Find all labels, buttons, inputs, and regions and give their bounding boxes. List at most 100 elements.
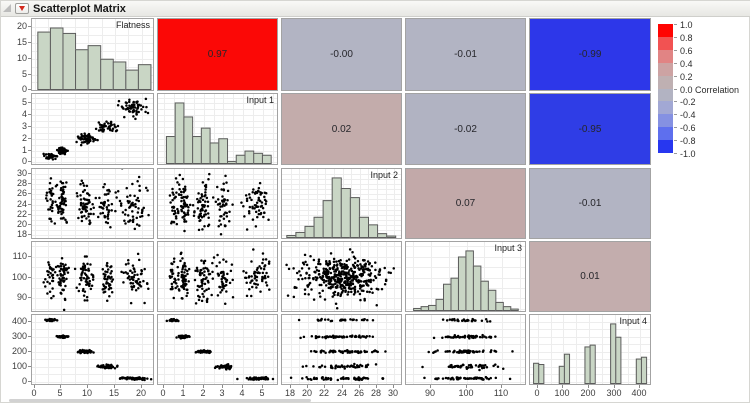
y-tick-label: 400	[11, 316, 27, 326]
x-tick-label: 110	[493, 388, 509, 398]
legend-tick-mark	[674, 50, 677, 51]
x-tick-label: 100	[554, 388, 570, 398]
x-tick-label: 100	[458, 388, 474, 398]
plot-canvas	[158, 242, 277, 311]
red-triangle-menu-icon[interactable]	[15, 3, 29, 14]
scatter-cell-1-0[interactable]	[31, 93, 154, 165]
x-tick-label: 5	[57, 388, 63, 398]
y-tick-label: 0	[21, 84, 27, 94]
x-tick-mark	[60, 385, 61, 388]
y-tick-label: 18	[16, 229, 27, 239]
correlation-cell-2-4[interactable]: -0.01	[529, 168, 651, 239]
plot-canvas	[158, 169, 277, 238]
legend-tick-mark	[674, 37, 677, 38]
histogram-cell-input-1[interactable]: Input 1	[157, 93, 278, 165]
y-tick-label: 300	[11, 331, 27, 341]
scatter-cell-3-1[interactable]	[157, 241, 278, 312]
plot-canvas	[32, 169, 153, 238]
scatter-cell-4-0[interactable]	[31, 314, 154, 385]
y-tick-label: 0	[21, 376, 27, 386]
histogram-cell-input-4[interactable]: Input 4	[529, 314, 651, 385]
plot-canvas	[282, 315, 401, 384]
scatter-cell-2-1[interactable]	[157, 168, 278, 239]
correlation-cell-0-3[interactable]: -0.01	[405, 18, 526, 91]
scatter-cell-3-2[interactable]	[281, 241, 402, 312]
legend-tick-mark	[674, 63, 677, 64]
x-tick-mark	[114, 385, 115, 388]
correlation-cell-2-3[interactable]: 0.07	[405, 168, 526, 239]
y-tick-mark	[28, 150, 31, 151]
y-tick-mark	[28, 173, 31, 174]
legend-tick-mark	[674, 24, 677, 25]
histogram-cell-input-3[interactable]: Input 3	[405, 241, 526, 312]
y-tick-label: 10	[16, 53, 27, 63]
x-tick-mark	[262, 385, 263, 388]
page-title: Scatterplot Matrix	[33, 2, 126, 15]
correlation-value: -0.01	[578, 198, 602, 209]
x-tick-label: 5	[259, 388, 265, 398]
y-tick-mark	[28, 204, 31, 205]
y-tick-mark	[28, 193, 31, 194]
plot-canvas	[406, 315, 525, 384]
x-tick-mark	[376, 385, 377, 388]
x-tick-label: 20	[301, 388, 312, 398]
x-tick-label: 4	[239, 388, 245, 398]
correlation-cell-0-1[interactable]: 0.97	[157, 18, 278, 91]
correlation-value: -0.00	[330, 49, 353, 60]
histogram-cell-input-2[interactable]: Input 2	[281, 168, 402, 239]
x-tick-label: 1	[180, 388, 186, 398]
correlation-cell-1-4[interactable]: -0.95	[529, 93, 651, 165]
red-triangle-glyph	[19, 6, 25, 11]
x-tick-mark	[342, 385, 343, 388]
y-tick-label: 15	[16, 37, 27, 47]
y-tick-label: 24	[16, 199, 27, 209]
y-tick-mark	[28, 336, 31, 337]
y-tick-mark	[28, 224, 31, 225]
scatter-cell-4-3[interactable]	[405, 314, 526, 385]
scatter-cell-2-0[interactable]	[31, 168, 154, 239]
y-tick-label: 28	[16, 178, 27, 188]
x-tick-label: 15	[108, 388, 119, 398]
x-tick-mark	[614, 385, 615, 388]
scatter-cell-4-2[interactable]	[281, 314, 402, 385]
correlation-value: -0.95	[578, 123, 602, 135]
x-tick-label: 28	[370, 388, 381, 398]
scatter-cell-4-1[interactable]	[157, 314, 278, 385]
y-tick-label: 200	[11, 346, 27, 356]
plot-canvas	[158, 94, 277, 164]
x-tick-label: 22	[318, 388, 329, 398]
correlation-cell-3-4[interactable]: 0.01	[529, 241, 651, 312]
variable-label: Input 1	[246, 95, 274, 105]
horizontal-scrollbar[interactable]	[9, 399, 311, 402]
x-tick-label: 0	[160, 388, 166, 398]
x-tick-label: 0	[31, 388, 37, 398]
x-tick-label: 0	[534, 388, 540, 398]
legend-label: 0.2	[680, 72, 693, 82]
x-tick-label: 400	[631, 388, 647, 398]
plot-canvas	[32, 242, 153, 311]
legend-tick-mark	[674, 140, 677, 141]
x-tick-label: 24	[336, 388, 347, 398]
y-tick-mark	[28, 297, 31, 298]
scatter-cell-3-0[interactable]	[31, 241, 154, 312]
legend-label: 1.0	[680, 20, 693, 30]
y-tick-mark	[28, 366, 31, 367]
legend-tick-mark	[674, 127, 677, 128]
correlation-cell-1-2[interactable]: 0.02	[281, 93, 402, 165]
x-tick-mark	[87, 385, 88, 388]
x-tick-mark	[562, 385, 563, 388]
legend-label: -0.8	[680, 136, 696, 146]
outline-expander-icon[interactable]	[3, 4, 11, 12]
correlation-cell-0-4[interactable]: -0.99	[529, 18, 651, 91]
histogram-cell-flatness[interactable]: Flatness	[31, 18, 154, 91]
legend-label: -0.2	[680, 97, 696, 107]
x-tick-label: 200	[580, 388, 596, 398]
y-tick-label: 110	[12, 251, 27, 261]
y-tick-mark	[28, 42, 31, 43]
legend-tick-mark	[674, 76, 677, 77]
correlation-cell-1-3[interactable]: -0.02	[405, 93, 526, 165]
legend-label: -0.4	[680, 110, 696, 120]
correlation-value: 0.07	[455, 198, 476, 209]
correlation-cell-0-2[interactable]: -0.00	[281, 18, 402, 91]
